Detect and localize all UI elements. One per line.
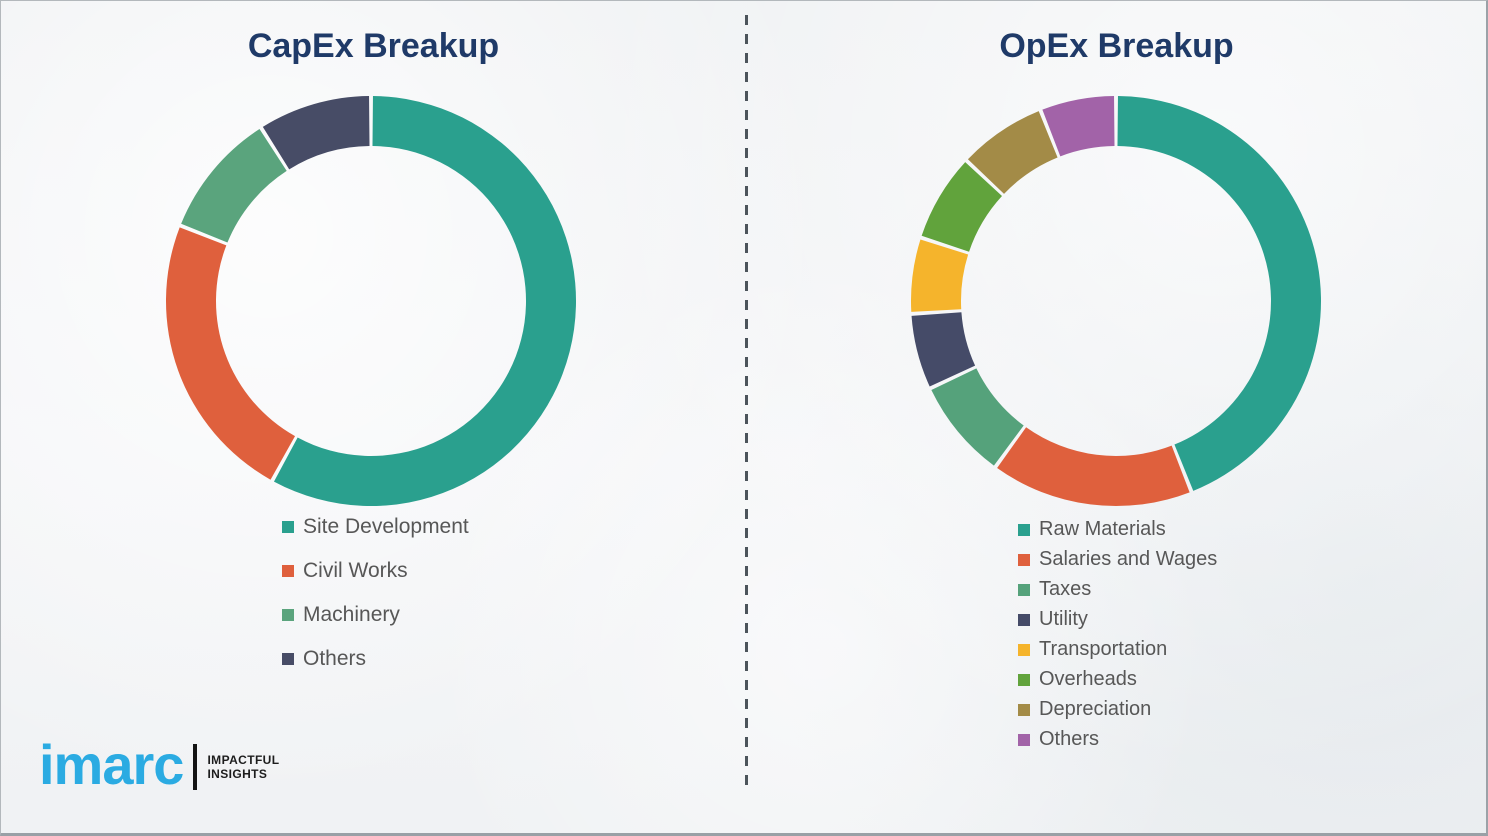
legend-label: Depreciation <box>1039 698 1152 720</box>
legend-item-civil-works: Civil Works <box>282 559 469 582</box>
legend-item-others: Others <box>1018 728 1217 751</box>
donut-segment-transportation <box>910 239 969 312</box>
legend-item-site-development: Site Development <box>282 515 469 538</box>
legend-swatch-icon <box>282 608 294 621</box>
legend-swatch-icon <box>1018 523 1030 536</box>
donut-segment-raw-materials <box>1117 96 1321 491</box>
legend-label: Raw Materials <box>1039 518 1166 540</box>
legend-item-transportation: Transportation <box>1018 638 1217 661</box>
legend-swatch-icon <box>1018 553 1030 566</box>
donut-segment-overheads <box>921 162 1002 252</box>
legend-swatch-icon <box>1018 643 1030 656</box>
legend-swatch-icon <box>1018 613 1030 626</box>
opex-chart-title: OpEx Breakup <box>999 27 1234 65</box>
legend-swatch-icon <box>1018 703 1030 716</box>
legend-label: Overheads <box>1039 668 1137 690</box>
legend-swatch-icon <box>282 520 294 533</box>
legend-swatch-icon <box>1018 733 1030 746</box>
legend-label: Transportation <box>1039 638 1168 660</box>
legend-label: Utility <box>1039 608 1088 630</box>
donut-segment-salaries-and-wages <box>997 427 1190 507</box>
legend-label: Taxes <box>1039 578 1092 600</box>
logo-tagline: IMPACTFUL INSIGHTS <box>207 753 279 781</box>
legend-label: Civil Works <box>303 559 408 582</box>
legend-swatch-icon <box>282 652 294 665</box>
legend-item-machinery: Machinery <box>282 603 469 626</box>
donut-segment-others <box>262 96 370 170</box>
donut-segment-civil-works <box>165 227 296 480</box>
tagline-line2: INSIGHTS <box>207 767 268 781</box>
legend-label: Others <box>303 647 367 670</box>
donut-segment-others <box>1042 96 1115 157</box>
legend-item-overheads: Overheads <box>1018 668 1217 691</box>
legend-item-salaries-and-wages: Salaries and Wages <box>1018 548 1217 571</box>
legend-item-taxes: Taxes <box>1018 578 1217 601</box>
donut-segment-machinery <box>181 128 287 243</box>
opex-legend: Raw Materials Salaries and Wages Taxes Util… <box>1018 518 1217 751</box>
legend-swatch-icon <box>282 564 294 577</box>
dashed-divider <box>745 15 748 793</box>
imarc-logo-text: imarc <box>39 733 184 796</box>
legend-label: Salaries and Wages <box>1039 548 1218 570</box>
legend-item-others: Others <box>282 647 469 670</box>
imarc-logo: imarc IMPACTFUL INSIGHTS <box>39 737 279 793</box>
tagline-line1: IMPACTFUL <box>207 753 280 767</box>
opex-donut-chart <box>910 96 1321 507</box>
donut-segment-depreciation <box>967 111 1058 194</box>
donut-segment-utility <box>911 312 976 387</box>
legend-label: Machinery <box>303 603 400 626</box>
capex-chart-title: CapEx Breakup <box>247 27 500 65</box>
capex-legend: Site Development Civil Works Machinery Othe… <box>282 515 469 670</box>
logo-divider-bar <box>193 744 198 790</box>
donut-segment-taxes <box>931 368 1024 466</box>
legend-swatch-icon <box>1018 673 1030 686</box>
legend-item-depreciation: Depreciation <box>1018 698 1217 721</box>
legend-label: Others <box>1039 728 1100 750</box>
legend-item-utility: Utility <box>1018 608 1217 631</box>
legend-swatch-icon <box>1018 583 1030 596</box>
donut-segment-site-development <box>273 96 577 507</box>
capex-donut-chart <box>165 96 577 507</box>
legend-item-raw-materials: Raw Materials <box>1018 518 1217 541</box>
legend-label: Site Development <box>303 515 469 538</box>
